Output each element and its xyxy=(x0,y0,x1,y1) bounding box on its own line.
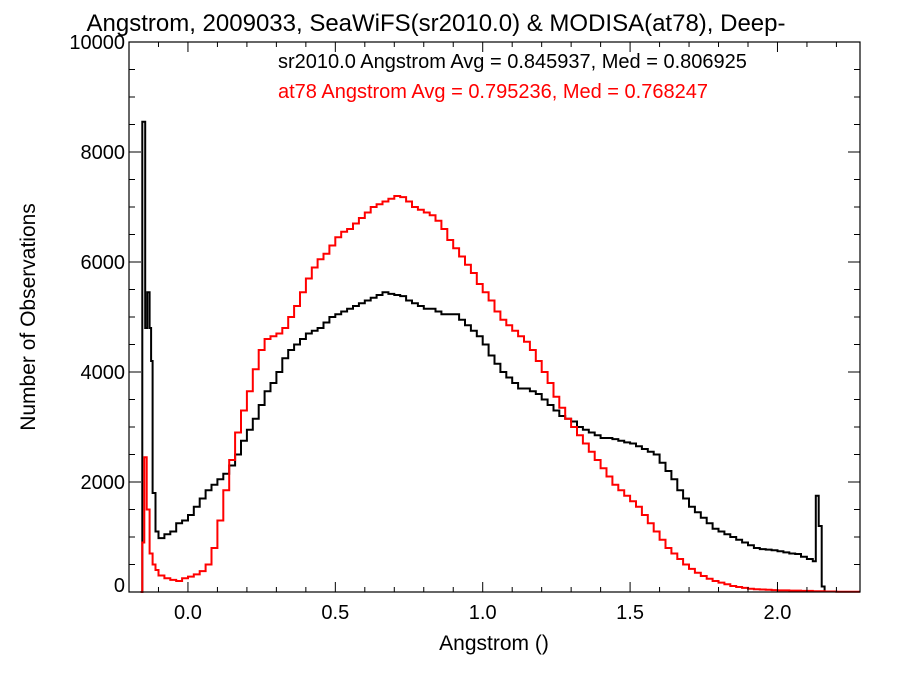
x-axis: 0.0 0.5 1.0 1.5 2.0 xyxy=(157,42,837,624)
series-line-at78 xyxy=(140,195,860,593)
y-tick-label: 8000 xyxy=(81,142,126,164)
y-tick-label: 10000 xyxy=(69,32,125,54)
x-axis-label: Angstrom () xyxy=(439,632,549,655)
y-tick-label: 4000 xyxy=(81,362,126,384)
plot-frame xyxy=(128,41,861,593)
x-tick-label: 2.0 xyxy=(764,602,792,624)
x-tick-label: 0.0 xyxy=(174,602,202,624)
series-layer xyxy=(140,120,860,593)
x-tick-label: 0.5 xyxy=(321,602,349,624)
y-axis-label: Number of Observations xyxy=(17,203,40,431)
annotation-sr2010: sr2010.0 Angstrom Avg = 0.845937, Med = … xyxy=(278,51,747,73)
y-tick-label: 6000 xyxy=(81,252,126,274)
annotation-at78: at78 Angstrom Avg = 0.795236, Med = 0.76… xyxy=(278,81,708,103)
series-line-sr2010-0 xyxy=(140,120,826,593)
y-tick-label: 0 xyxy=(114,575,125,597)
x-tick-label: 1.5 xyxy=(616,602,644,624)
chart-title: Angstrom, 2009033, SeaWiFS(sr2010.0) & M… xyxy=(87,10,786,37)
y-tick-label: 2000 xyxy=(81,472,126,494)
x-tick-label: 1.0 xyxy=(469,602,497,624)
y-axis: 0 2000 4000 6000 8000 10000 xyxy=(69,32,860,597)
